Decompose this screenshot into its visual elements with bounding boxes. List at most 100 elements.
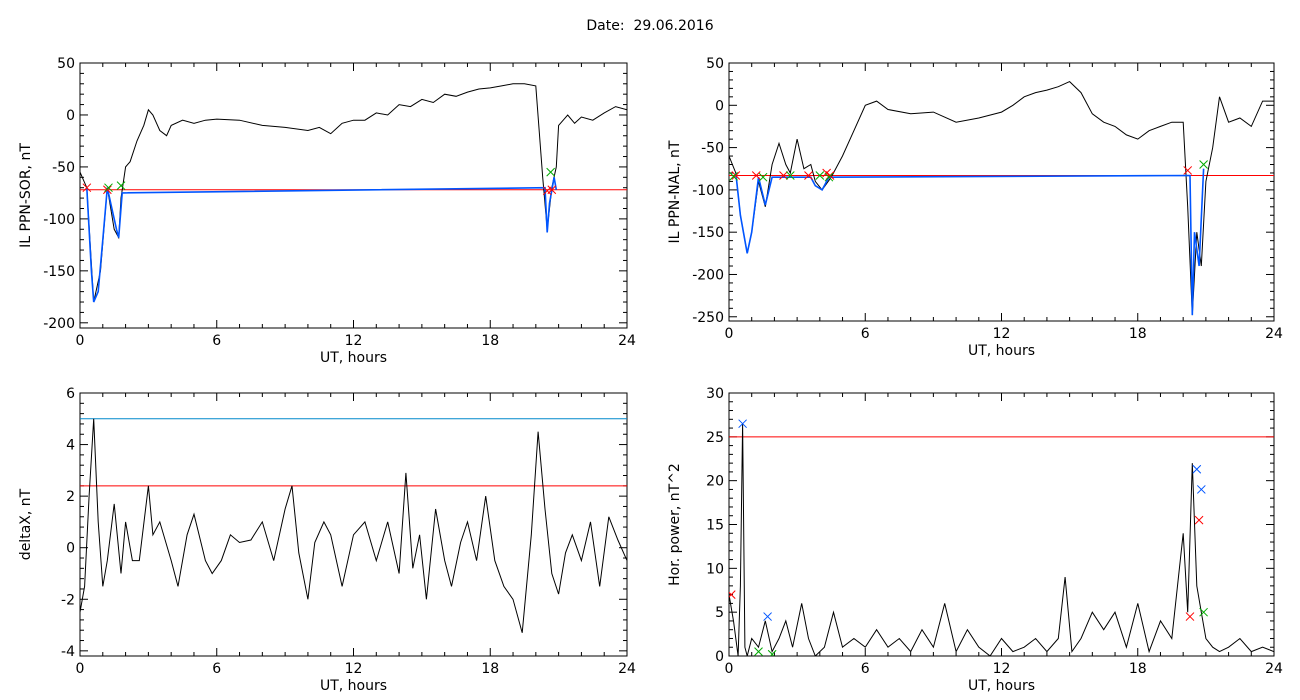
marker-x bbox=[546, 167, 556, 177]
x-tick-label: 12 bbox=[345, 333, 363, 349]
data-layer bbox=[80, 418, 627, 633]
marker-stroke bbox=[1185, 612, 1195, 621]
series-line-2 bbox=[735, 168, 1205, 316]
data-layer bbox=[80, 83, 627, 303]
marker-x bbox=[1192, 464, 1202, 474]
y-tick-label: 0 bbox=[66, 108, 75, 124]
marker-stroke bbox=[82, 183, 92, 193]
marker-stroke bbox=[769, 649, 777, 656]
marker-stroke bbox=[754, 647, 763, 656]
y-tick-label: 0 bbox=[66, 541, 75, 557]
x-tick-label: 12 bbox=[993, 661, 1011, 677]
marker-stroke bbox=[822, 168, 831, 178]
marker-x bbox=[1196, 485, 1206, 494]
marker-x bbox=[785, 171, 795, 180]
y-tick-label: 0 bbox=[715, 649, 724, 665]
page-title: Date: 29.06.2016 bbox=[586, 18, 714, 34]
marker-stroke bbox=[738, 419, 747, 429]
marker-stroke bbox=[1183, 166, 1193, 175]
x-tick-label: 6 bbox=[861, 326, 870, 342]
marker-x bbox=[824, 172, 834, 182]
marker-stroke bbox=[546, 167, 556, 177]
marker-x bbox=[758, 172, 768, 182]
marker-stroke bbox=[763, 612, 772, 621]
x-tick-label: 0 bbox=[725, 661, 734, 677]
marker-stroke bbox=[804, 171, 813, 180]
y-tick-label: -250 bbox=[692, 310, 724, 326]
y-tick-label: 6 bbox=[66, 386, 75, 402]
y-tick-label: 4 bbox=[66, 438, 75, 454]
y-tick-label: 50 bbox=[706, 56, 724, 72]
y-axis-label: Hor. power, nT^2 bbox=[667, 463, 683, 586]
marker-stroke bbox=[116, 181, 126, 190]
plot-frame bbox=[728, 392, 1275, 657]
marker-stroke bbox=[1199, 607, 1208, 617]
marker-stroke bbox=[824, 172, 834, 182]
y-tick-label: 25 bbox=[706, 430, 724, 446]
marker-x bbox=[751, 171, 761, 180]
marker-x bbox=[1185, 612, 1195, 621]
x-tick-label: 6 bbox=[861, 661, 870, 677]
series-line-2 bbox=[86, 177, 558, 303]
y-tick-label: 20 bbox=[706, 474, 724, 490]
y-tick-label: -2 bbox=[61, 592, 75, 608]
y-tick-label: 5 bbox=[715, 605, 724, 621]
chart-panel-4: 0 6 12 18 24 0 5 10 15 20 25 30 UT, hours Hor. power,… bbox=[667, 386, 1283, 694]
marker-x bbox=[767, 649, 777, 656]
marker-x bbox=[1183, 166, 1193, 175]
marker-stroke bbox=[785, 171, 795, 180]
x-axis-label: UT, hours bbox=[320, 678, 387, 694]
plot-frame bbox=[79, 392, 628, 657]
marker-x bbox=[804, 171, 813, 180]
marker-x bbox=[779, 171, 788, 180]
marker-x bbox=[731, 171, 741, 180]
marker-x bbox=[1199, 607, 1208, 617]
marker-stroke bbox=[1199, 160, 1208, 169]
marker-x bbox=[1194, 515, 1204, 525]
marker-stroke bbox=[729, 590, 736, 598]
x-tick-label: 18 bbox=[1129, 661, 1147, 677]
y-axis-label: deltaX, nT bbox=[18, 488, 34, 560]
x-tick-label: 24 bbox=[618, 333, 636, 349]
series-line-1 bbox=[729, 81, 1274, 316]
y-tick-label: -100 bbox=[43, 212, 75, 228]
marker-stroke bbox=[1194, 515, 1204, 525]
marker-x bbox=[104, 183, 113, 193]
y-tick-label: -50 bbox=[52, 160, 75, 176]
y-axis-label: IL PPN-SOR, nT bbox=[18, 143, 34, 248]
x-tick-label: 24 bbox=[1265, 326, 1283, 342]
marker-x bbox=[102, 185, 112, 195]
data-layer bbox=[729, 81, 1274, 316]
marker-x bbox=[738, 419, 747, 429]
x-tick-label: 24 bbox=[618, 661, 636, 677]
marker-x bbox=[729, 590, 736, 599]
y-axis-label: IL PPN-NAL, nT bbox=[667, 140, 683, 243]
y-tick-label: 30 bbox=[706, 386, 724, 402]
chart-panel-1: 0 6 12 18 24 -200 -150 -100 -50 0 50 UT, hours IL PP… bbox=[18, 56, 636, 366]
marker-x bbox=[729, 171, 738, 181]
marker-x bbox=[82, 183, 92, 193]
x-tick-label: 6 bbox=[212, 333, 221, 349]
marker-stroke bbox=[104, 183, 113, 193]
marker-x bbox=[1199, 160, 1208, 169]
y-tick-label: 0 bbox=[715, 98, 724, 114]
x-tick-label: 18 bbox=[1129, 326, 1147, 342]
x-tick-label: 12 bbox=[345, 661, 363, 677]
marker-x bbox=[815, 171, 825, 180]
marker-stroke bbox=[731, 171, 741, 180]
marker-x bbox=[754, 647, 763, 656]
marker-stroke bbox=[815, 171, 825, 180]
y-tick-label: 10 bbox=[706, 561, 724, 577]
y-tick-label: -4 bbox=[61, 644, 75, 660]
marker-stroke bbox=[751, 171, 761, 180]
marker-x bbox=[547, 185, 557, 195]
marker-stroke bbox=[1196, 485, 1206, 494]
y-tick-label: 50 bbox=[57, 56, 75, 72]
marker-stroke bbox=[102, 185, 112, 195]
y-tick-label: -200 bbox=[692, 267, 724, 283]
marker-x bbox=[763, 612, 772, 621]
x-tick-label: 0 bbox=[76, 333, 85, 349]
series-line-1 bbox=[80, 418, 627, 633]
